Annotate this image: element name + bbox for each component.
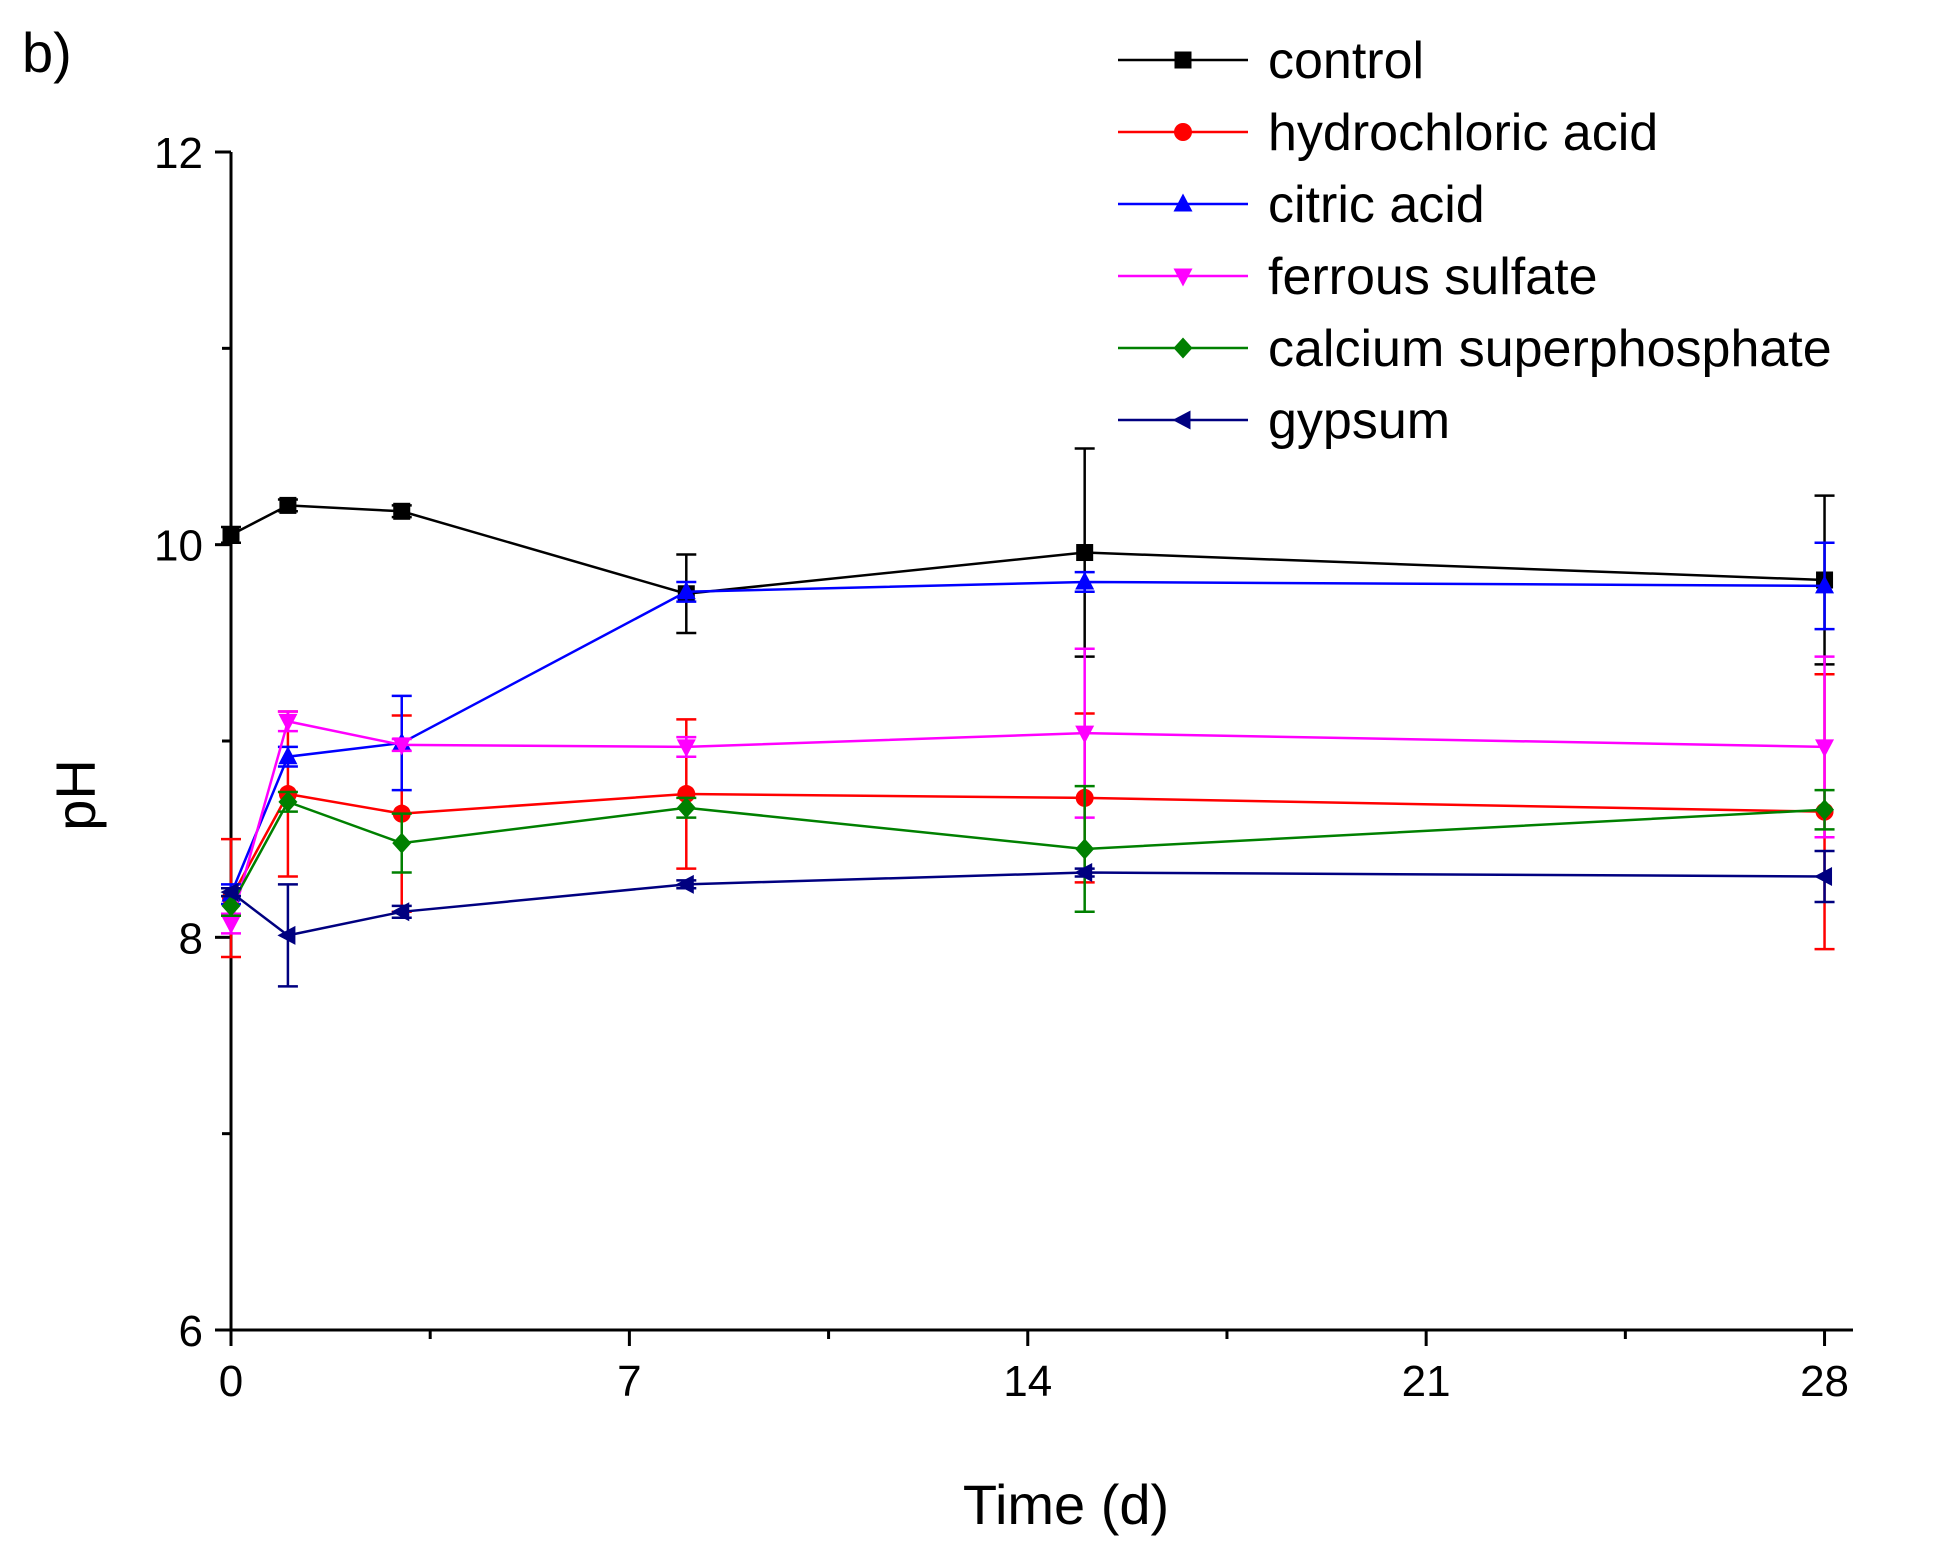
series-line <box>229 719 1825 924</box>
y-axis-title: pH <box>44 759 107 831</box>
data-point <box>1074 863 1093 883</box>
data-point <box>676 797 696 819</box>
series-hydrochloric-acid <box>221 672 1835 959</box>
plot-area <box>220 447 1835 988</box>
data-point <box>392 832 412 854</box>
data-point <box>221 916 241 935</box>
legend-marker <box>1173 337 1193 359</box>
legend-item: hydrochloric acid <box>1118 104 1658 162</box>
x-axis-title: Time (d) <box>963 1473 1169 1536</box>
series-ferrous-sulfate <box>221 647 1835 935</box>
legend-item: calcium superphosphate <box>1118 320 1832 378</box>
series-line <box>229 800 1825 907</box>
legend-label: calcium superphosphate <box>1268 320 1832 378</box>
series-control <box>221 447 1835 666</box>
legend-marker <box>1173 268 1193 287</box>
data-point <box>1075 725 1095 744</box>
x-tick-label: 21 <box>1402 1357 1451 1406</box>
panel-label: b) <box>22 21 72 84</box>
data-point <box>279 496 297 514</box>
legend-item: citric acid <box>1118 176 1485 234</box>
data-point <box>278 791 298 813</box>
legend: control hydrochloric acid citric acid ferro… <box>1118 32 1832 450</box>
series-gypsum <box>220 849 1835 988</box>
data-point <box>221 895 241 917</box>
data-point <box>675 874 694 894</box>
legend-marker <box>1173 193 1193 212</box>
legend-marker <box>1174 51 1192 69</box>
y-tick-label: 12 <box>154 129 203 178</box>
data-point <box>1815 799 1835 821</box>
legend-label: gypsum <box>1268 392 1450 450</box>
data-point <box>676 581 696 600</box>
legend-item: gypsum <box>1118 392 1450 450</box>
data-point <box>1814 866 1833 886</box>
legend-item: control <box>1118 32 1424 90</box>
data-point <box>676 739 696 758</box>
series-calcium-superphosphate <box>221 784 1835 917</box>
series-line <box>230 871 1825 937</box>
data-point <box>278 746 298 765</box>
y-tick-label: 8 <box>179 914 203 963</box>
data-point <box>391 902 410 922</box>
series-citric-acid <box>221 541 1835 906</box>
data-point <box>1075 571 1095 590</box>
series-line <box>229 792 1825 899</box>
legend-marker <box>1174 123 1192 141</box>
data-point <box>393 502 411 520</box>
legend-label: hydrochloric acid <box>1268 104 1658 162</box>
data-point <box>1076 544 1094 562</box>
data-point <box>1075 838 1095 860</box>
data-point <box>392 737 412 756</box>
data-point <box>220 882 239 902</box>
axes: 0 7 14 21 28 6 8 10 12 <box>154 129 1853 1406</box>
legend-label: citric acid <box>1268 176 1485 234</box>
series-line <box>229 580 1825 895</box>
x-tick-label: 7 <box>617 1357 641 1406</box>
legend-item: ferrous sulfate <box>1118 248 1598 306</box>
legend-label: control <box>1268 32 1424 90</box>
legend-marker <box>1172 410 1191 430</box>
data-point <box>222 526 240 544</box>
data-point <box>1815 739 1835 758</box>
series-line <box>230 504 1825 596</box>
y-tick-label: 10 <box>154 522 203 571</box>
x-tick-label: 28 <box>1800 1357 1849 1406</box>
x-tick-label: 14 <box>1003 1357 1052 1406</box>
x-tick-label: 0 <box>219 1357 243 1406</box>
legend-label: ferrous sulfate <box>1268 248 1598 306</box>
data-point <box>278 713 298 732</box>
data-point <box>1815 575 1835 594</box>
y-tick-label: 6 <box>179 1307 203 1356</box>
data-point <box>277 925 296 945</box>
